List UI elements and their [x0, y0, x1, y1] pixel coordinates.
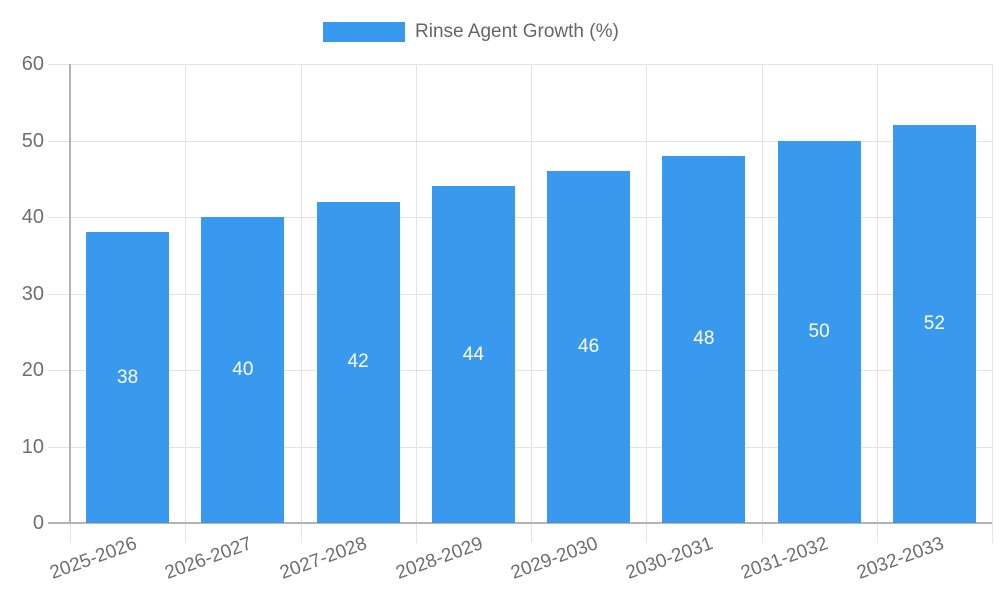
legend-label: Rinse Agent Growth (%)	[415, 21, 619, 42]
x-tick-label: 2031-2032	[738, 533, 831, 584]
bar-value-label: 44	[462, 343, 484, 365]
bar-value-label: 40	[232, 359, 254, 380]
bar[interactable]: 38	[86, 232, 170, 523]
y-tick-label: 30	[21, 282, 44, 305]
bar[interactable]: 48	[662, 155, 746, 523]
y-grid-line	[48, 293, 992, 295]
y-grid-line	[48, 217, 992, 218]
y-tick-label: 60	[21, 53, 44, 75]
x-tick-label: 2027-2028	[277, 533, 370, 584]
bar[interactable]: 50	[777, 140, 861, 523]
y-grid-line	[48, 446, 992, 448]
bar[interactable]: 42	[316, 201, 400, 523]
y-tick-label: 20	[21, 359, 44, 381]
x-grid-line	[992, 64, 993, 543]
y-tick-label: 10	[21, 435, 44, 458]
x-grid-line	[185, 64, 187, 543]
bar-value-label: 48	[693, 328, 715, 350]
bar-value-label: 42	[347, 351, 369, 373]
legend-swatch	[323, 22, 405, 42]
bar-value-label: 52	[923, 313, 945, 335]
bar-value-label: 38	[117, 366, 139, 388]
x-grid-line	[876, 64, 878, 543]
x-tick-label: 2030-2031	[623, 533, 716, 584]
bar[interactable]: 40	[201, 217, 285, 523]
bar[interactable]: 52	[892, 125, 976, 523]
x-grid-line	[415, 64, 417, 543]
y-grid-line	[48, 370, 992, 371]
y-axis-line	[69, 64, 71, 523]
x-tick-label: 2025-2026	[46, 533, 140, 584]
bar[interactable]: 46	[547, 171, 631, 523]
x-tick-label: 2032-2033	[853, 533, 947, 584]
bar-value-label: 50	[808, 320, 830, 342]
x-grid-line	[531, 64, 532, 543]
y-tick-label: 40	[21, 206, 44, 228]
x-grid-line	[300, 64, 302, 543]
x-axis-line	[48, 522, 992, 524]
x-tick-label: 2026-2027	[162, 533, 255, 584]
y-grid-line	[48, 64, 992, 65]
x-tick-label: 2028-2029	[392, 533, 486, 584]
y-tick-label: 0	[32, 512, 44, 534]
bar-value-label: 46	[578, 336, 600, 358]
x-tick-label: 2029-2030	[507, 533, 601, 584]
y-tick-label: 50	[21, 129, 44, 152]
x-grid-line	[761, 64, 763, 543]
legend[interactable]: Rinse Agent Growth (%)	[323, 22, 619, 42]
bar[interactable]: 44	[431, 186, 515, 523]
x-grid-line	[646, 64, 648, 543]
y-grid-line	[48, 140, 992, 142]
